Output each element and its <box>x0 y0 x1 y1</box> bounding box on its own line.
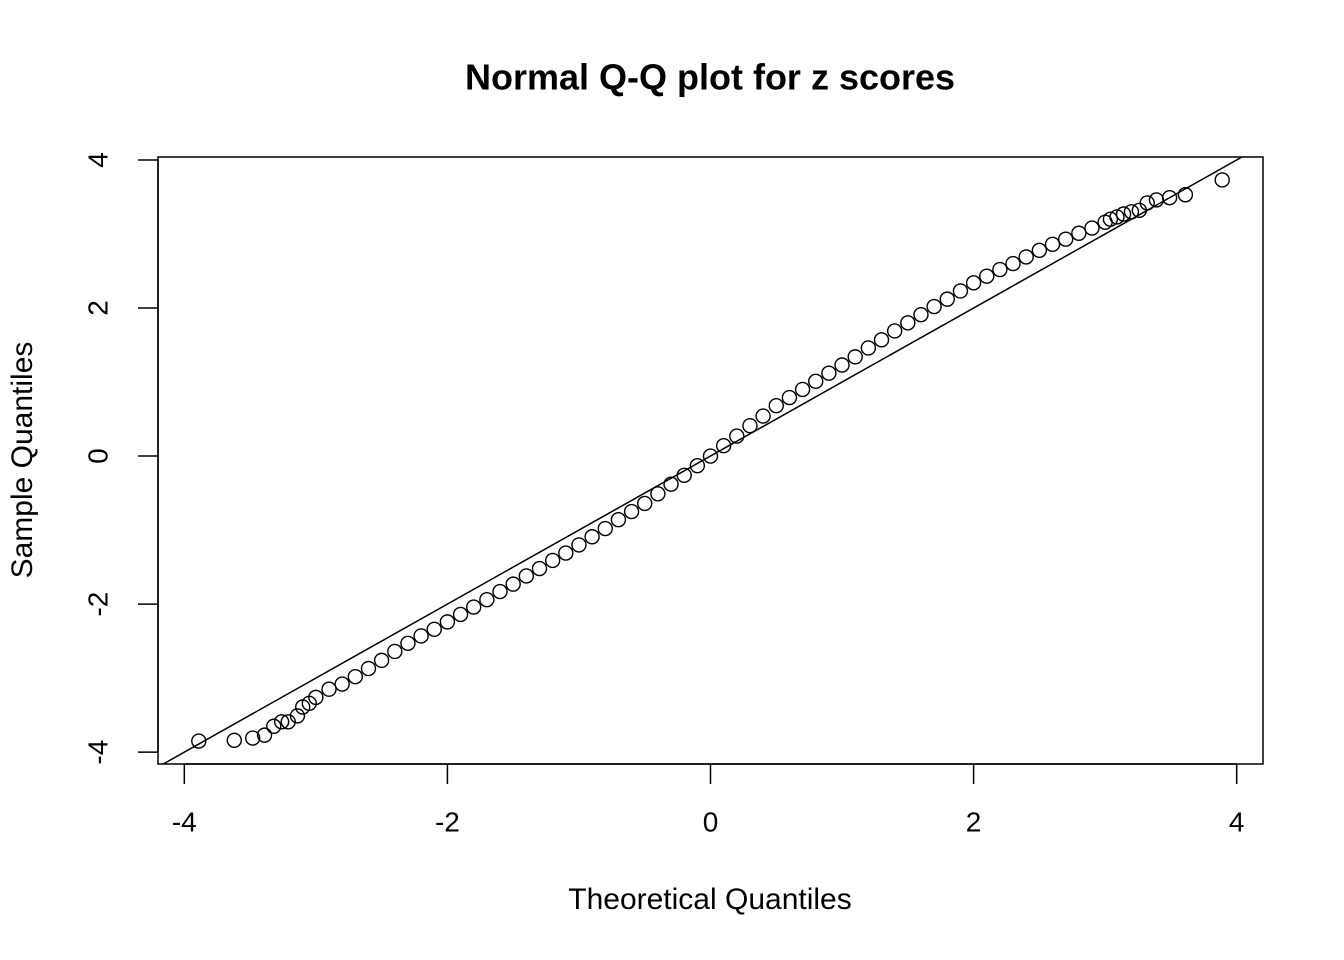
point <box>913 306 929 323</box>
point <box>702 448 719 464</box>
point <box>400 635 416 652</box>
point <box>505 576 521 592</box>
point <box>637 495 653 512</box>
point <box>226 732 242 749</box>
point <box>676 467 692 484</box>
y-tick-label: 0 <box>82 448 113 464</box>
y-tick-label: -4 <box>82 740 113 765</box>
point <box>847 349 863 365</box>
point <box>597 520 613 537</box>
point <box>623 503 640 520</box>
y-tick-label: -2 <box>82 592 113 617</box>
point <box>1018 249 1034 265</box>
point <box>742 418 758 434</box>
point <box>426 621 442 637</box>
point <box>1214 172 1230 188</box>
point <box>1177 187 1194 203</box>
point <box>965 275 982 291</box>
point <box>1084 220 1100 236</box>
point <box>321 681 337 697</box>
point <box>1115 206 1132 222</box>
point <box>1123 204 1140 220</box>
point <box>1161 190 1178 206</box>
point <box>1005 255 1021 272</box>
point <box>266 718 282 734</box>
point <box>663 476 679 492</box>
y-axis-label: Sample Quantiles <box>6 342 39 579</box>
point <box>273 714 290 730</box>
point <box>952 283 969 299</box>
point <box>334 676 350 692</box>
y-tick-label: 4 <box>82 152 113 168</box>
point <box>1102 211 1119 227</box>
point <box>558 545 574 561</box>
point <box>439 614 456 630</box>
point <box>610 512 627 528</box>
point <box>781 389 798 406</box>
y-tick-label: 2 <box>82 300 113 316</box>
point <box>466 599 482 615</box>
point <box>689 457 706 474</box>
point <box>1057 231 1074 247</box>
point <box>794 381 811 398</box>
point <box>1071 225 1087 241</box>
point <box>860 340 877 356</box>
x-tick-label: -4 <box>172 806 197 837</box>
point <box>768 398 784 414</box>
point <box>479 591 495 608</box>
point <box>834 357 850 373</box>
point <box>1044 236 1061 253</box>
point <box>492 583 508 600</box>
point <box>256 727 273 743</box>
point <box>886 323 903 339</box>
point <box>347 668 364 685</box>
x-tick-label: 0 <box>703 806 719 837</box>
chart-title: Normal Q-Q plot for z scores <box>465 57 955 98</box>
point <box>289 708 306 724</box>
point <box>650 486 666 502</box>
point <box>1109 209 1125 225</box>
point <box>729 428 745 444</box>
point <box>1139 195 1155 211</box>
point <box>245 730 261 746</box>
point <box>387 643 403 660</box>
x-tick-label: 4 <box>1229 806 1245 837</box>
point <box>1031 242 1048 258</box>
point <box>191 733 207 749</box>
point <box>518 568 535 584</box>
point <box>544 552 561 569</box>
point <box>571 537 587 553</box>
point <box>308 689 324 706</box>
point <box>373 652 390 669</box>
x-axis-label: Theoretical Quantiles <box>568 883 851 916</box>
point <box>926 298 942 315</box>
point <box>873 332 890 348</box>
point <box>531 560 548 577</box>
point <box>979 268 995 284</box>
point <box>900 315 916 331</box>
point <box>715 437 732 454</box>
point <box>939 291 955 307</box>
x-tick-label: 2 <box>966 806 982 837</box>
reference-line <box>161 157 1244 764</box>
point <box>584 529 600 545</box>
point <box>755 408 771 424</box>
x-tick-label: -2 <box>435 806 460 837</box>
point <box>452 606 469 623</box>
point <box>821 365 837 381</box>
point <box>808 373 824 389</box>
point <box>413 628 429 644</box>
point <box>360 660 377 677</box>
point <box>992 261 1008 278</box>
